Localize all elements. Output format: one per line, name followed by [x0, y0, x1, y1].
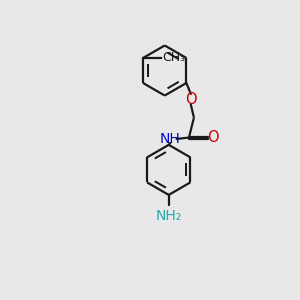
Text: NH₂: NH₂	[156, 209, 182, 223]
Text: O: O	[207, 130, 219, 145]
Text: NH: NH	[160, 132, 181, 146]
Text: CH₃: CH₃	[162, 52, 185, 64]
Text: O: O	[185, 92, 196, 107]
